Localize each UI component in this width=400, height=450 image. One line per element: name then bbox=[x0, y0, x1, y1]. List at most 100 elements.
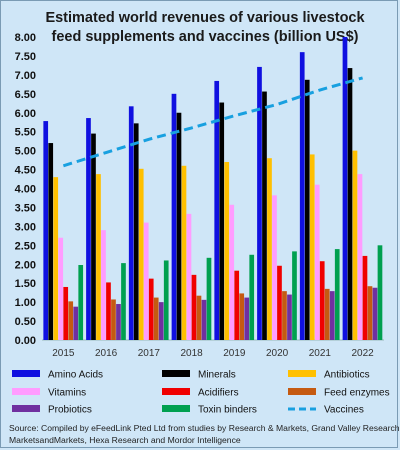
x-tick-label: 2021 bbox=[309, 348, 332, 359]
bar-vitamins-2021 bbox=[314, 184, 320, 340]
line-vaccines bbox=[62, 76, 364, 168]
chart-title-line-2: feed supplements and vaccines (billion U… bbox=[52, 29, 359, 45]
legend-label-probiotics: Probiotics bbox=[48, 405, 92, 416]
legend-swatch-minerals bbox=[162, 370, 190, 377]
x-tick-label: 2016 bbox=[95, 348, 118, 359]
bar-antibiotics-2022 bbox=[352, 150, 358, 340]
legend-label-antibiotics: Antibiotics bbox=[324, 370, 370, 381]
y-tick-label: 3.50 bbox=[15, 202, 36, 214]
source-line-2: MarketsandMarkets, Hexa Research and Mor… bbox=[9, 435, 241, 445]
bar-feed-enzymes-2015 bbox=[68, 301, 74, 340]
bar-acidifiers-2016 bbox=[106, 282, 111, 340]
legend-label-vitamins: Vitamins bbox=[48, 388, 86, 399]
y-tick-label: 5.00 bbox=[15, 146, 36, 158]
bar-antibiotics-2021 bbox=[309, 154, 315, 340]
bar-minerals-2018 bbox=[176, 112, 182, 340]
bar-vitamins-2020 bbox=[272, 195, 277, 340]
bar-toxin-binders-2019 bbox=[249, 254, 255, 340]
bar-antibiotics-2019 bbox=[224, 161, 230, 340]
bar-feed-enzymes-2019 bbox=[239, 293, 245, 340]
legend-label-toxin-binders: Toxin binders bbox=[198, 405, 257, 416]
bar-acidifiers-2015 bbox=[63, 286, 69, 340]
y-tick-label: 0.00 bbox=[15, 335, 36, 347]
bar-acidifiers-2018 bbox=[191, 274, 197, 340]
bar-feed-enzymes-2021 bbox=[324, 288, 330, 340]
legend-label-vaccines: Vaccines bbox=[324, 405, 364, 416]
bar-acidifiers-2021 bbox=[319, 261, 325, 340]
bar-amino-acids-2022 bbox=[342, 37, 348, 340]
bar-toxin-binders-2018 bbox=[206, 257, 212, 340]
x-tick-label: 2015 bbox=[52, 348, 75, 359]
legend-swatch-acidifiers bbox=[162, 388, 190, 395]
legend-label-minerals: Minerals bbox=[198, 370, 236, 381]
bar-feed-enzymes-2016 bbox=[111, 299, 116, 340]
bar-antibiotics-2018 bbox=[181, 165, 187, 340]
bar-toxin-binders-2017 bbox=[163, 260, 169, 340]
bar-vitamins-2019 bbox=[229, 204, 235, 340]
bar-probiotics-2019 bbox=[244, 297, 250, 340]
bar-toxin-binders-2021 bbox=[334, 249, 340, 340]
source-note: Source: Compiled by eFeedLink Pted Ltd f… bbox=[9, 423, 400, 445]
y-tick-label: 1.00 bbox=[15, 297, 36, 309]
y-tick-label: 4.50 bbox=[15, 165, 36, 177]
bar-amino-acids-2020 bbox=[257, 66, 262, 340]
legend-label-feed-enzymes: Feed enzymes bbox=[324, 388, 390, 399]
bar-acidifiers-2019 bbox=[234, 270, 240, 340]
bar-minerals-2015 bbox=[48, 143, 54, 340]
bar-probiotics-2020 bbox=[287, 294, 292, 340]
bar-vitamins-2022 bbox=[357, 174, 363, 340]
bar-probiotics-2016 bbox=[116, 304, 121, 340]
bar-amino-acids-2021 bbox=[299, 52, 305, 341]
y-tick-label: 7.00 bbox=[15, 70, 36, 82]
y-tick-label: 0.50 bbox=[15, 316, 36, 328]
y-tick-label: 1.50 bbox=[15, 278, 36, 290]
bar-feed-enzymes-2022 bbox=[367, 286, 373, 340]
bar-vitamins-2018 bbox=[186, 213, 192, 340]
bar-vitamins-2017 bbox=[143, 222, 149, 340]
bar-probiotics-2022 bbox=[372, 287, 378, 340]
bar-acidifiers-2017 bbox=[148, 278, 154, 340]
y-tick-label: 8.00 bbox=[15, 32, 36, 44]
bar-toxin-binders-2015 bbox=[78, 265, 84, 340]
bar-minerals-2022 bbox=[347, 68, 353, 341]
bar-antibiotics-2017 bbox=[138, 168, 144, 340]
bar-acidifiers-2020 bbox=[277, 265, 282, 340]
y-tick-label: 4.00 bbox=[15, 184, 36, 196]
bar-minerals-2020 bbox=[262, 91, 267, 340]
bar-feed-enzymes-2020 bbox=[282, 291, 287, 340]
bar-amino-acids-2018 bbox=[171, 93, 177, 340]
legend-swatch-probiotics bbox=[12, 405, 40, 412]
bar-minerals-2021 bbox=[304, 79, 310, 340]
plot-area: 0.00 0.50 1.00 1.50 2.00 2.50 3.00 3.50 4.00 4.50… bbox=[15, 32, 384, 359]
bar-probiotics-2015 bbox=[73, 306, 79, 340]
bar-antibiotics-2016 bbox=[96, 174, 101, 340]
bar-minerals-2016 bbox=[91, 133, 96, 340]
bar-vitamins-2016 bbox=[101, 230, 106, 340]
bar-amino-acids-2019 bbox=[214, 80, 220, 340]
y-tick-label: 3.00 bbox=[15, 221, 36, 233]
bar-minerals-2017 bbox=[133, 123, 139, 340]
y-tick-label: 2.50 bbox=[15, 240, 36, 252]
x-tick-label: 2018 bbox=[181, 348, 204, 359]
legend-swatch-feed-enzymes bbox=[288, 388, 316, 395]
bar-antibiotics-2015 bbox=[53, 177, 59, 340]
bar-acidifiers-2022 bbox=[362, 255, 368, 340]
bar-amino-acids-2017 bbox=[128, 106, 134, 340]
bar-probiotics-2017 bbox=[158, 302, 164, 340]
y-tick-label: 7.50 bbox=[15, 51, 36, 63]
x-tick-label: 2020 bbox=[266, 348, 289, 359]
y-tick-label: 5.50 bbox=[15, 127, 36, 139]
bar-toxin-binders-2020 bbox=[292, 251, 297, 340]
legend-swatch-toxin-binders bbox=[162, 405, 190, 412]
bar-toxin-binders-2022 bbox=[377, 245, 383, 340]
y-tick-label: 6.00 bbox=[15, 108, 36, 120]
chart-title: Estimated world revenues of various live… bbox=[45, 10, 365, 45]
bar-probiotics-2021 bbox=[329, 291, 335, 340]
legend-swatch-amino-acids bbox=[12, 370, 40, 377]
legend-swatch-vitamins bbox=[12, 388, 40, 395]
bar-amino-acids-2016 bbox=[86, 118, 91, 341]
bar-feed-enzymes-2017 bbox=[153, 297, 159, 340]
bar-feed-enzymes-2018 bbox=[196, 295, 202, 340]
